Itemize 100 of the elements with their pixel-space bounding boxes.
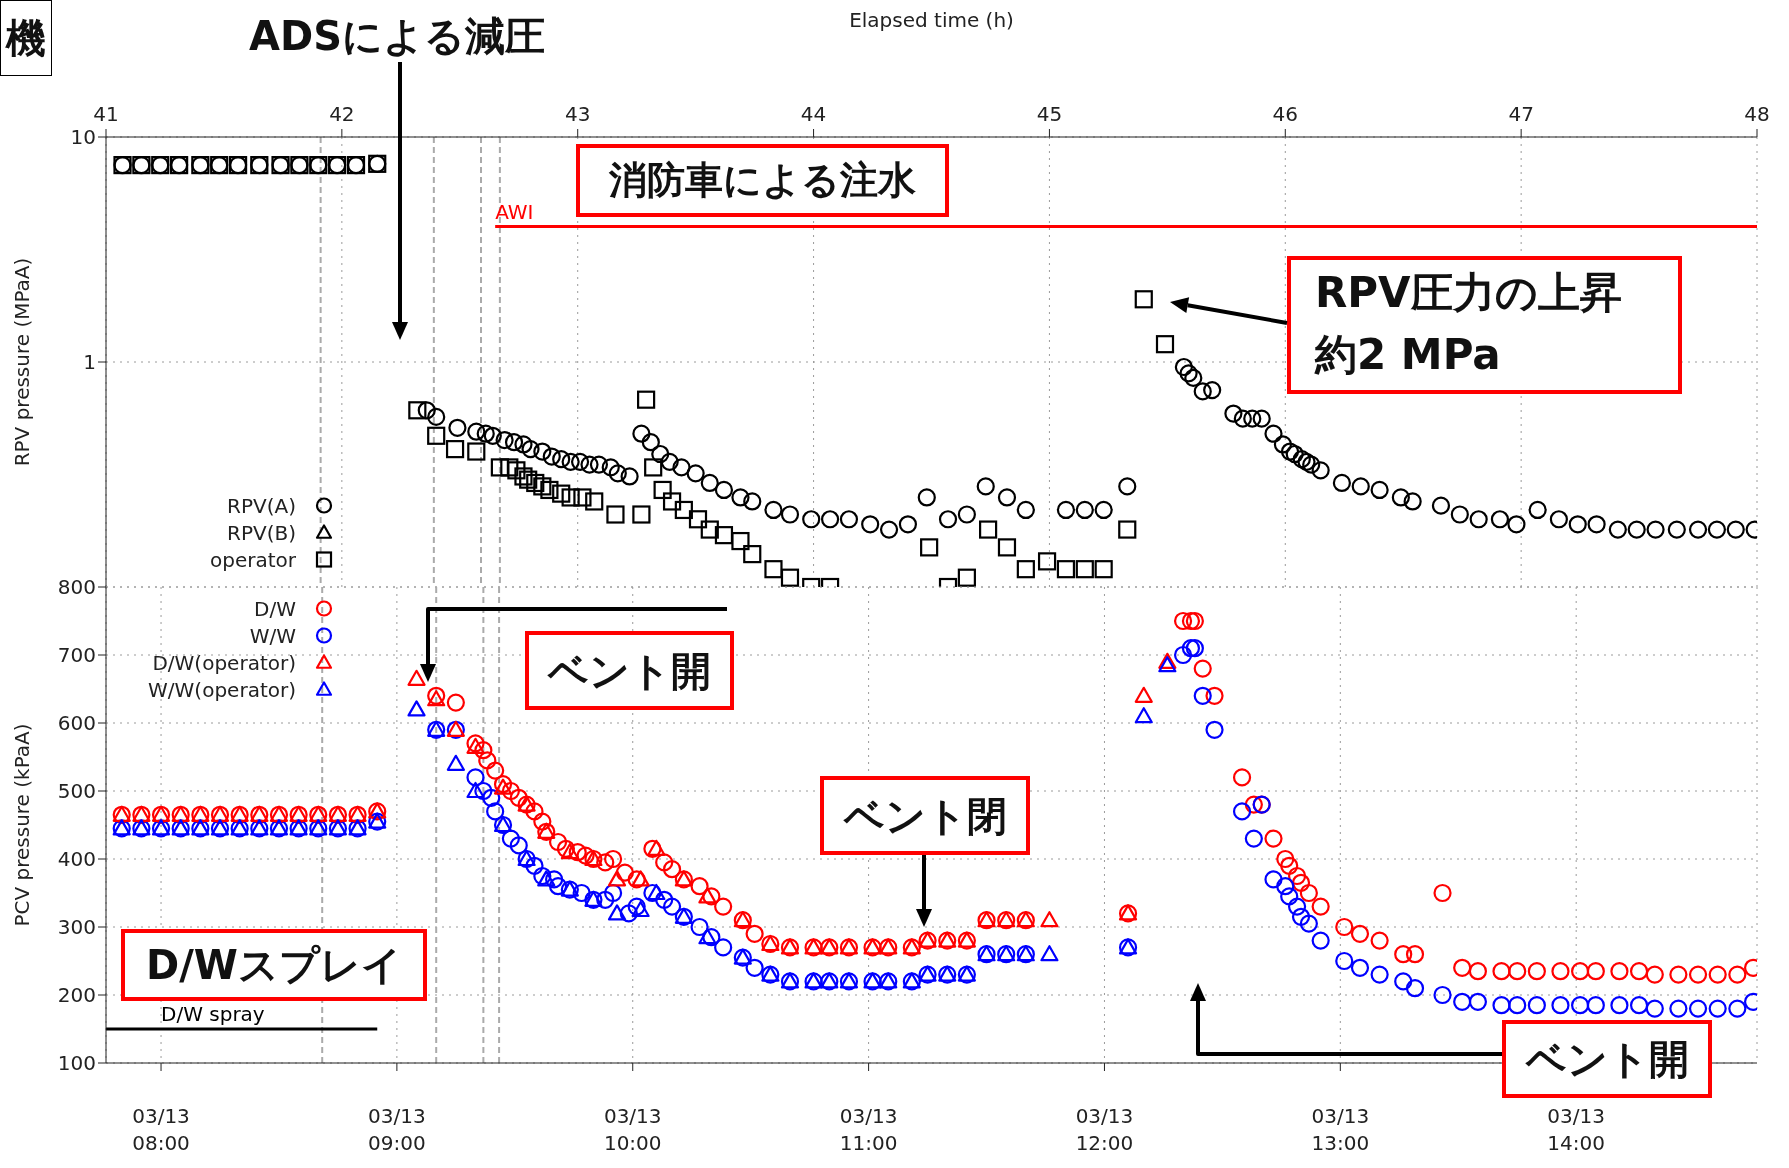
point	[1118, 520, 1137, 539]
x-tick-label: 42	[329, 102, 355, 126]
x-tick-label: 03/13 08:00	[132, 1104, 190, 1155]
point	[573, 488, 592, 507]
point	[780, 568, 800, 587]
x-tick-label: 03/13 13:00	[1311, 1104, 1370, 1155]
y-tick-label: 700	[57, 643, 96, 668]
point	[1037, 552, 1057, 571]
series-label: AWI	[495, 199, 534, 224]
annotation: 消防車による注水	[576, 144, 949, 217]
point	[743, 545, 762, 564]
annotation: ベント閉	[820, 776, 1030, 855]
point	[1094, 560, 1113, 579]
x-tick-label: 48	[1744, 102, 1770, 126]
annotation: RPV圧力の上昇	[1314, 266, 1623, 319]
x-axis-title: Elapsed time (h)	[849, 8, 1014, 32]
point	[1134, 290, 1153, 309]
point	[700, 520, 719, 539]
y-tick-label: 600	[57, 711, 96, 736]
y-tick-label: 100	[57, 1051, 96, 1076]
y-tick-label: 1	[83, 350, 96, 375]
point	[764, 560, 783, 579]
point	[228, 156, 248, 175]
point	[644, 458, 663, 477]
point	[662, 492, 682, 511]
point	[1155, 335, 1175, 354]
x-tick-label: 43	[564, 102, 591, 126]
point	[507, 461, 526, 480]
y-axis-title: RPV pressure (MPaA)	[10, 257, 35, 467]
legend-label: W/W(operator)	[147, 677, 296, 702]
point	[191, 156, 210, 175]
legend-label: W/W	[248, 623, 296, 648]
annotation: ベント開	[525, 631, 734, 710]
point	[1016, 560, 1035, 579]
point	[957, 568, 976, 587]
point	[731, 531, 750, 551]
legend-label: D/W	[253, 596, 296, 621]
point	[408, 401, 427, 420]
y-tick-label: 800	[57, 575, 96, 600]
point	[585, 492, 604, 511]
point	[445, 440, 465, 459]
annotation: 約2 MPa	[1313, 328, 1502, 381]
text: ADSによる減圧	[248, 11, 546, 61]
x-tick-label: 03/13 11:00	[839, 1104, 898, 1155]
y-tick-label: 400	[57, 847, 96, 872]
y-tick-label: 300	[57, 915, 96, 940]
y-tick-label: 10	[70, 125, 96, 150]
point	[632, 505, 651, 524]
point	[210, 156, 229, 175]
point	[170, 156, 189, 175]
x-tick-label: 03/13 09:00	[368, 1104, 426, 1155]
point	[637, 390, 656, 409]
point	[540, 480, 559, 500]
x-tick-label: 46	[1272, 102, 1299, 126]
x-tick-label: 47	[1508, 102, 1534, 126]
point	[328, 156, 347, 175]
y-axis-title: PCV pressure (kPaA)	[10, 723, 35, 927]
point	[271, 156, 290, 175]
point	[1075, 560, 1094, 579]
point	[606, 505, 625, 524]
x-tick-label: 03/13 12:00	[1075, 1104, 1134, 1155]
series-label: D/W spray	[161, 1002, 265, 1026]
point	[427, 426, 446, 445]
point	[526, 473, 545, 493]
point	[132, 156, 151, 175]
y-tick-label: 200	[57, 983, 96, 1008]
point	[500, 458, 519, 477]
point	[467, 442, 486, 461]
point	[309, 156, 328, 175]
legend-label: D/W(operator)	[151, 650, 296, 675]
point	[714, 526, 734, 545]
y-tick-label: 500	[57, 779, 96, 804]
legend-label: operator	[209, 547, 296, 572]
point	[920, 538, 939, 557]
point	[519, 470, 538, 489]
point	[368, 154, 387, 173]
x-tick-label: 44	[800, 102, 827, 126]
x-tick-label: 41	[93, 102, 119, 126]
x-tick-label: 45	[1036, 102, 1063, 126]
legend-label: RPV(A)	[226, 493, 296, 518]
point	[979, 520, 998, 539]
annotation: ベント開	[1502, 1020, 1712, 1098]
point	[552, 484, 571, 503]
annotation: D/Wスプレイ	[121, 929, 427, 1001]
point	[997, 538, 1017, 557]
point	[1056, 560, 1076, 579]
point	[561, 488, 580, 507]
point	[290, 156, 309, 175]
point	[151, 156, 170, 175]
point	[250, 156, 269, 175]
point	[653, 480, 672, 500]
point	[113, 156, 132, 175]
point	[688, 510, 708, 529]
point	[533, 477, 552, 496]
point	[674, 500, 693, 520]
legend-label: RPV(B)	[226, 520, 296, 545]
point	[514, 467, 533, 486]
point	[346, 156, 366, 175]
x-tick-label: 03/13 10:00	[603, 1104, 662, 1155]
text: 機	[0, 0, 52, 76]
